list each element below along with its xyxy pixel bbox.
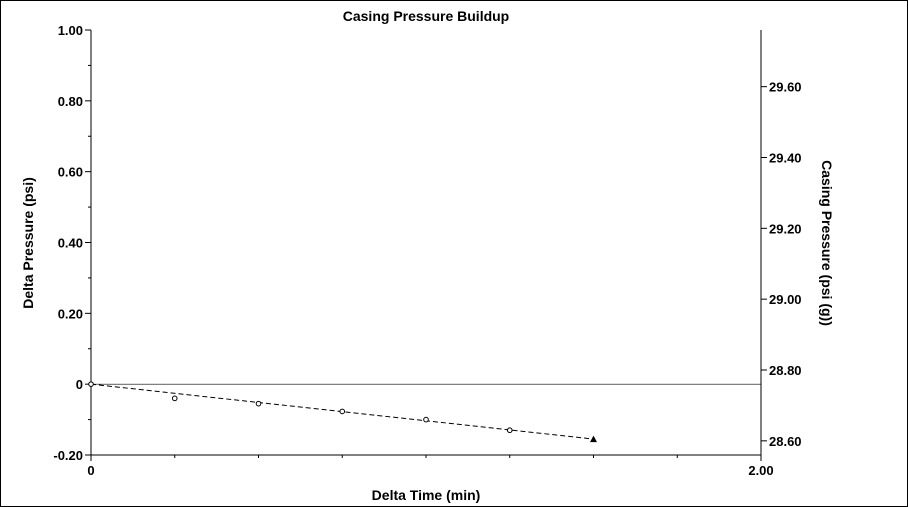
chart-title: Casing Pressure Buildup (343, 8, 509, 24)
y-tick-label: 0 (76, 377, 83, 392)
y2-tick-label: 29.20 (769, 221, 802, 236)
y-tick-label: 0.20 (58, 306, 83, 321)
y-tick-label: -0.20 (53, 448, 83, 463)
data-point-end (590, 435, 597, 443)
data-point (423, 416, 429, 423)
y2-tick-label: 29.00 (769, 292, 802, 307)
y2-tick-label: 28.60 (769, 434, 802, 449)
y-tick-label: 0.60 (58, 165, 83, 180)
x-tick-label: 0 (87, 463, 94, 478)
y-tick-label: 0.80 (58, 94, 83, 109)
y-tick-label: 0.40 (58, 236, 83, 251)
y2-tick-label: 29.60 (769, 80, 802, 95)
x-axis-label: Delta Time (min) (372, 487, 481, 503)
data-point (506, 427, 513, 434)
x-tick-label: 2.00 (748, 463, 773, 478)
y2-axis-label: Casing Pressure (psi (g)) (819, 160, 835, 326)
data-point (88, 381, 94, 387)
y-axis-label: Delta Pressure (psi) (20, 177, 36, 309)
y-tick-label: 1.00 (58, 23, 83, 38)
y2-tick-label: 28.80 (769, 363, 802, 378)
data-point (339, 408, 346, 415)
data-point (171, 395, 178, 402)
data-point (255, 400, 262, 407)
y2-tick-label: 29.40 (769, 151, 802, 166)
